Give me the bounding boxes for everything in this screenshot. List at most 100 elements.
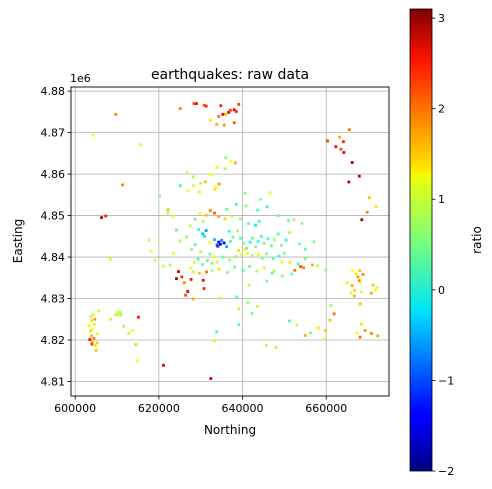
data-point	[93, 343, 97, 347]
data-point	[277, 254, 281, 258]
data-point	[265, 279, 269, 283]
data-point	[232, 121, 236, 125]
data-point	[270, 244, 273, 248]
data-point	[193, 243, 197, 247]
data-point	[288, 231, 291, 234]
data-point	[359, 281, 362, 285]
data-point	[206, 258, 209, 262]
data-point	[118, 310, 122, 314]
data-point	[221, 255, 225, 259]
data-point	[375, 286, 379, 290]
data-point	[180, 275, 184, 279]
data-point	[247, 283, 251, 287]
data-point	[347, 180, 351, 184]
plot-area	[70, 86, 390, 397]
data-point	[172, 251, 175, 255]
data-point	[361, 273, 365, 276]
data-point	[265, 205, 269, 209]
y-tick-label: 4.87	[41, 127, 66, 140]
data-point	[254, 245, 257, 249]
x-tick-label: 600000	[54, 402, 96, 415]
data-point	[268, 191, 272, 195]
data-point	[201, 278, 205, 282]
data-point	[235, 295, 239, 299]
data-point	[229, 239, 232, 243]
data-point	[239, 217, 242, 221]
data-point	[198, 212, 202, 215]
data-point	[198, 190, 201, 194]
data-point	[376, 334, 380, 338]
data-point	[147, 238, 151, 242]
data-point	[114, 112, 118, 116]
data-point	[302, 266, 306, 270]
data-point	[245, 246, 249, 250]
data-point	[359, 290, 363, 294]
data-point	[246, 301, 250, 305]
data-point	[222, 123, 226, 127]
data-point	[367, 196, 371, 200]
data-point	[271, 257, 275, 261]
data-point	[93, 317, 97, 321]
data-point	[370, 331, 373, 335]
data-point	[223, 167, 227, 171]
colorbar-tick-label: 1	[438, 193, 445, 206]
data-point	[357, 174, 361, 178]
data-point	[247, 222, 250, 225]
colorbar-gradient	[409, 8, 433, 472]
data-point	[308, 331, 312, 335]
data-point	[185, 235, 188, 239]
data-point	[196, 257, 200, 261]
data-point	[108, 257, 112, 261]
data-point	[203, 234, 206, 238]
data-point	[188, 224, 192, 228]
y-tick-label: 4.88	[41, 85, 66, 98]
data-point	[341, 140, 345, 144]
data-point	[192, 184, 195, 188]
axes-frame	[70, 86, 390, 397]
data-point	[371, 283, 375, 287]
data-point	[114, 313, 118, 317]
data-point	[357, 279, 361, 283]
y-tick-label: 4.86	[41, 168, 66, 181]
grid	[71, 87, 389, 396]
data-point	[352, 294, 356, 298]
data-point	[223, 217, 227, 221]
data-point	[342, 151, 346, 154]
data-point	[185, 171, 189, 175]
data-point	[90, 340, 94, 344]
data-point	[251, 236, 254, 240]
data-point	[204, 104, 208, 108]
data-point	[248, 240, 252, 244]
data-point	[94, 348, 98, 352]
data-point	[250, 312, 254, 315]
data-point	[134, 343, 138, 346]
data-point	[186, 189, 190, 193]
data-point	[178, 184, 182, 188]
data-point	[197, 228, 201, 232]
data-point	[175, 228, 178, 232]
data-point	[234, 110, 238, 113]
data-point	[100, 216, 103, 220]
data-point	[237, 249, 241, 252]
data-point	[280, 244, 283, 247]
data-point	[199, 181, 203, 185]
data-point	[195, 102, 198, 105]
data-point	[189, 278, 193, 281]
data-point	[373, 288, 377, 292]
y-tick-label: 4.82	[41, 334, 66, 347]
data-point	[136, 359, 139, 363]
data-point	[231, 235, 235, 239]
data-point	[236, 229, 239, 233]
data-point	[215, 330, 219, 334]
data-point	[274, 346, 278, 349]
data-point	[95, 332, 99, 336]
data-point	[363, 329, 367, 332]
data-point	[316, 264, 319, 268]
data-point	[312, 240, 316, 244]
data-point	[303, 257, 307, 261]
data-point	[208, 252, 212, 256]
data-point	[200, 263, 204, 266]
data-point	[217, 267, 221, 271]
data-point	[287, 219, 290, 222]
data-point	[351, 268, 354, 272]
